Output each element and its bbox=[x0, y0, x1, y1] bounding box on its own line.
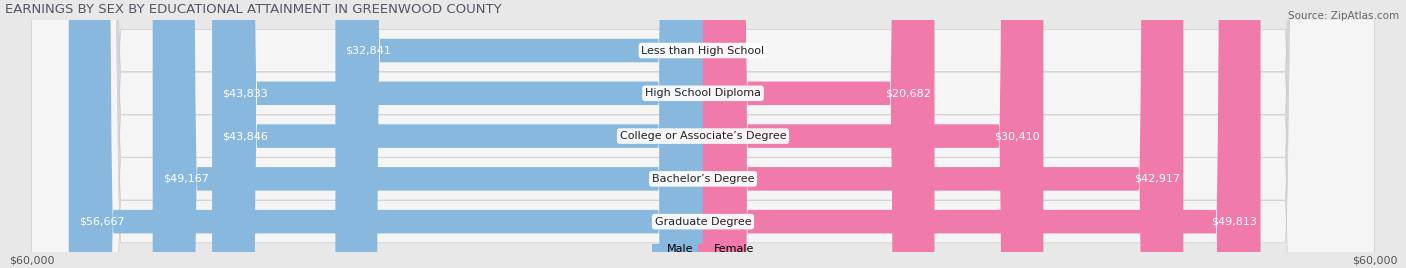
Text: $0: $0 bbox=[713, 46, 727, 55]
Text: $49,813: $49,813 bbox=[1212, 217, 1257, 227]
FancyBboxPatch shape bbox=[212, 0, 703, 268]
FancyBboxPatch shape bbox=[703, 0, 935, 268]
FancyBboxPatch shape bbox=[703, 0, 1043, 268]
Text: High School Diploma: High School Diploma bbox=[645, 88, 761, 98]
FancyBboxPatch shape bbox=[31, 0, 1375, 268]
FancyBboxPatch shape bbox=[31, 0, 1375, 268]
Text: Less than High School: Less than High School bbox=[641, 46, 765, 55]
FancyBboxPatch shape bbox=[336, 0, 703, 268]
Text: $56,667: $56,667 bbox=[79, 217, 125, 227]
Text: College or Associate’s Degree: College or Associate’s Degree bbox=[620, 131, 786, 141]
FancyBboxPatch shape bbox=[31, 0, 1375, 268]
FancyBboxPatch shape bbox=[703, 0, 1261, 268]
Text: Bachelor’s Degree: Bachelor’s Degree bbox=[652, 174, 754, 184]
Text: $30,410: $30,410 bbox=[994, 131, 1040, 141]
Text: Source: ZipAtlas.com: Source: ZipAtlas.com bbox=[1288, 11, 1399, 21]
Text: EARNINGS BY SEX BY EDUCATIONAL ATTAINMENT IN GREENWOOD COUNTY: EARNINGS BY SEX BY EDUCATIONAL ATTAINMEN… bbox=[4, 3, 501, 16]
Text: $49,167: $49,167 bbox=[163, 174, 208, 184]
FancyBboxPatch shape bbox=[153, 0, 703, 268]
Text: $43,846: $43,846 bbox=[222, 131, 269, 141]
Text: $43,833: $43,833 bbox=[222, 88, 269, 98]
FancyBboxPatch shape bbox=[31, 0, 1375, 268]
Text: $32,841: $32,841 bbox=[346, 46, 391, 55]
FancyBboxPatch shape bbox=[31, 0, 1375, 268]
Legend: Male, Female: Male, Female bbox=[647, 240, 759, 259]
FancyBboxPatch shape bbox=[703, 0, 1184, 268]
Text: $42,917: $42,917 bbox=[1135, 174, 1180, 184]
Text: $20,682: $20,682 bbox=[886, 88, 931, 98]
FancyBboxPatch shape bbox=[212, 0, 703, 268]
FancyBboxPatch shape bbox=[69, 0, 703, 268]
Text: Graduate Degree: Graduate Degree bbox=[655, 217, 751, 227]
